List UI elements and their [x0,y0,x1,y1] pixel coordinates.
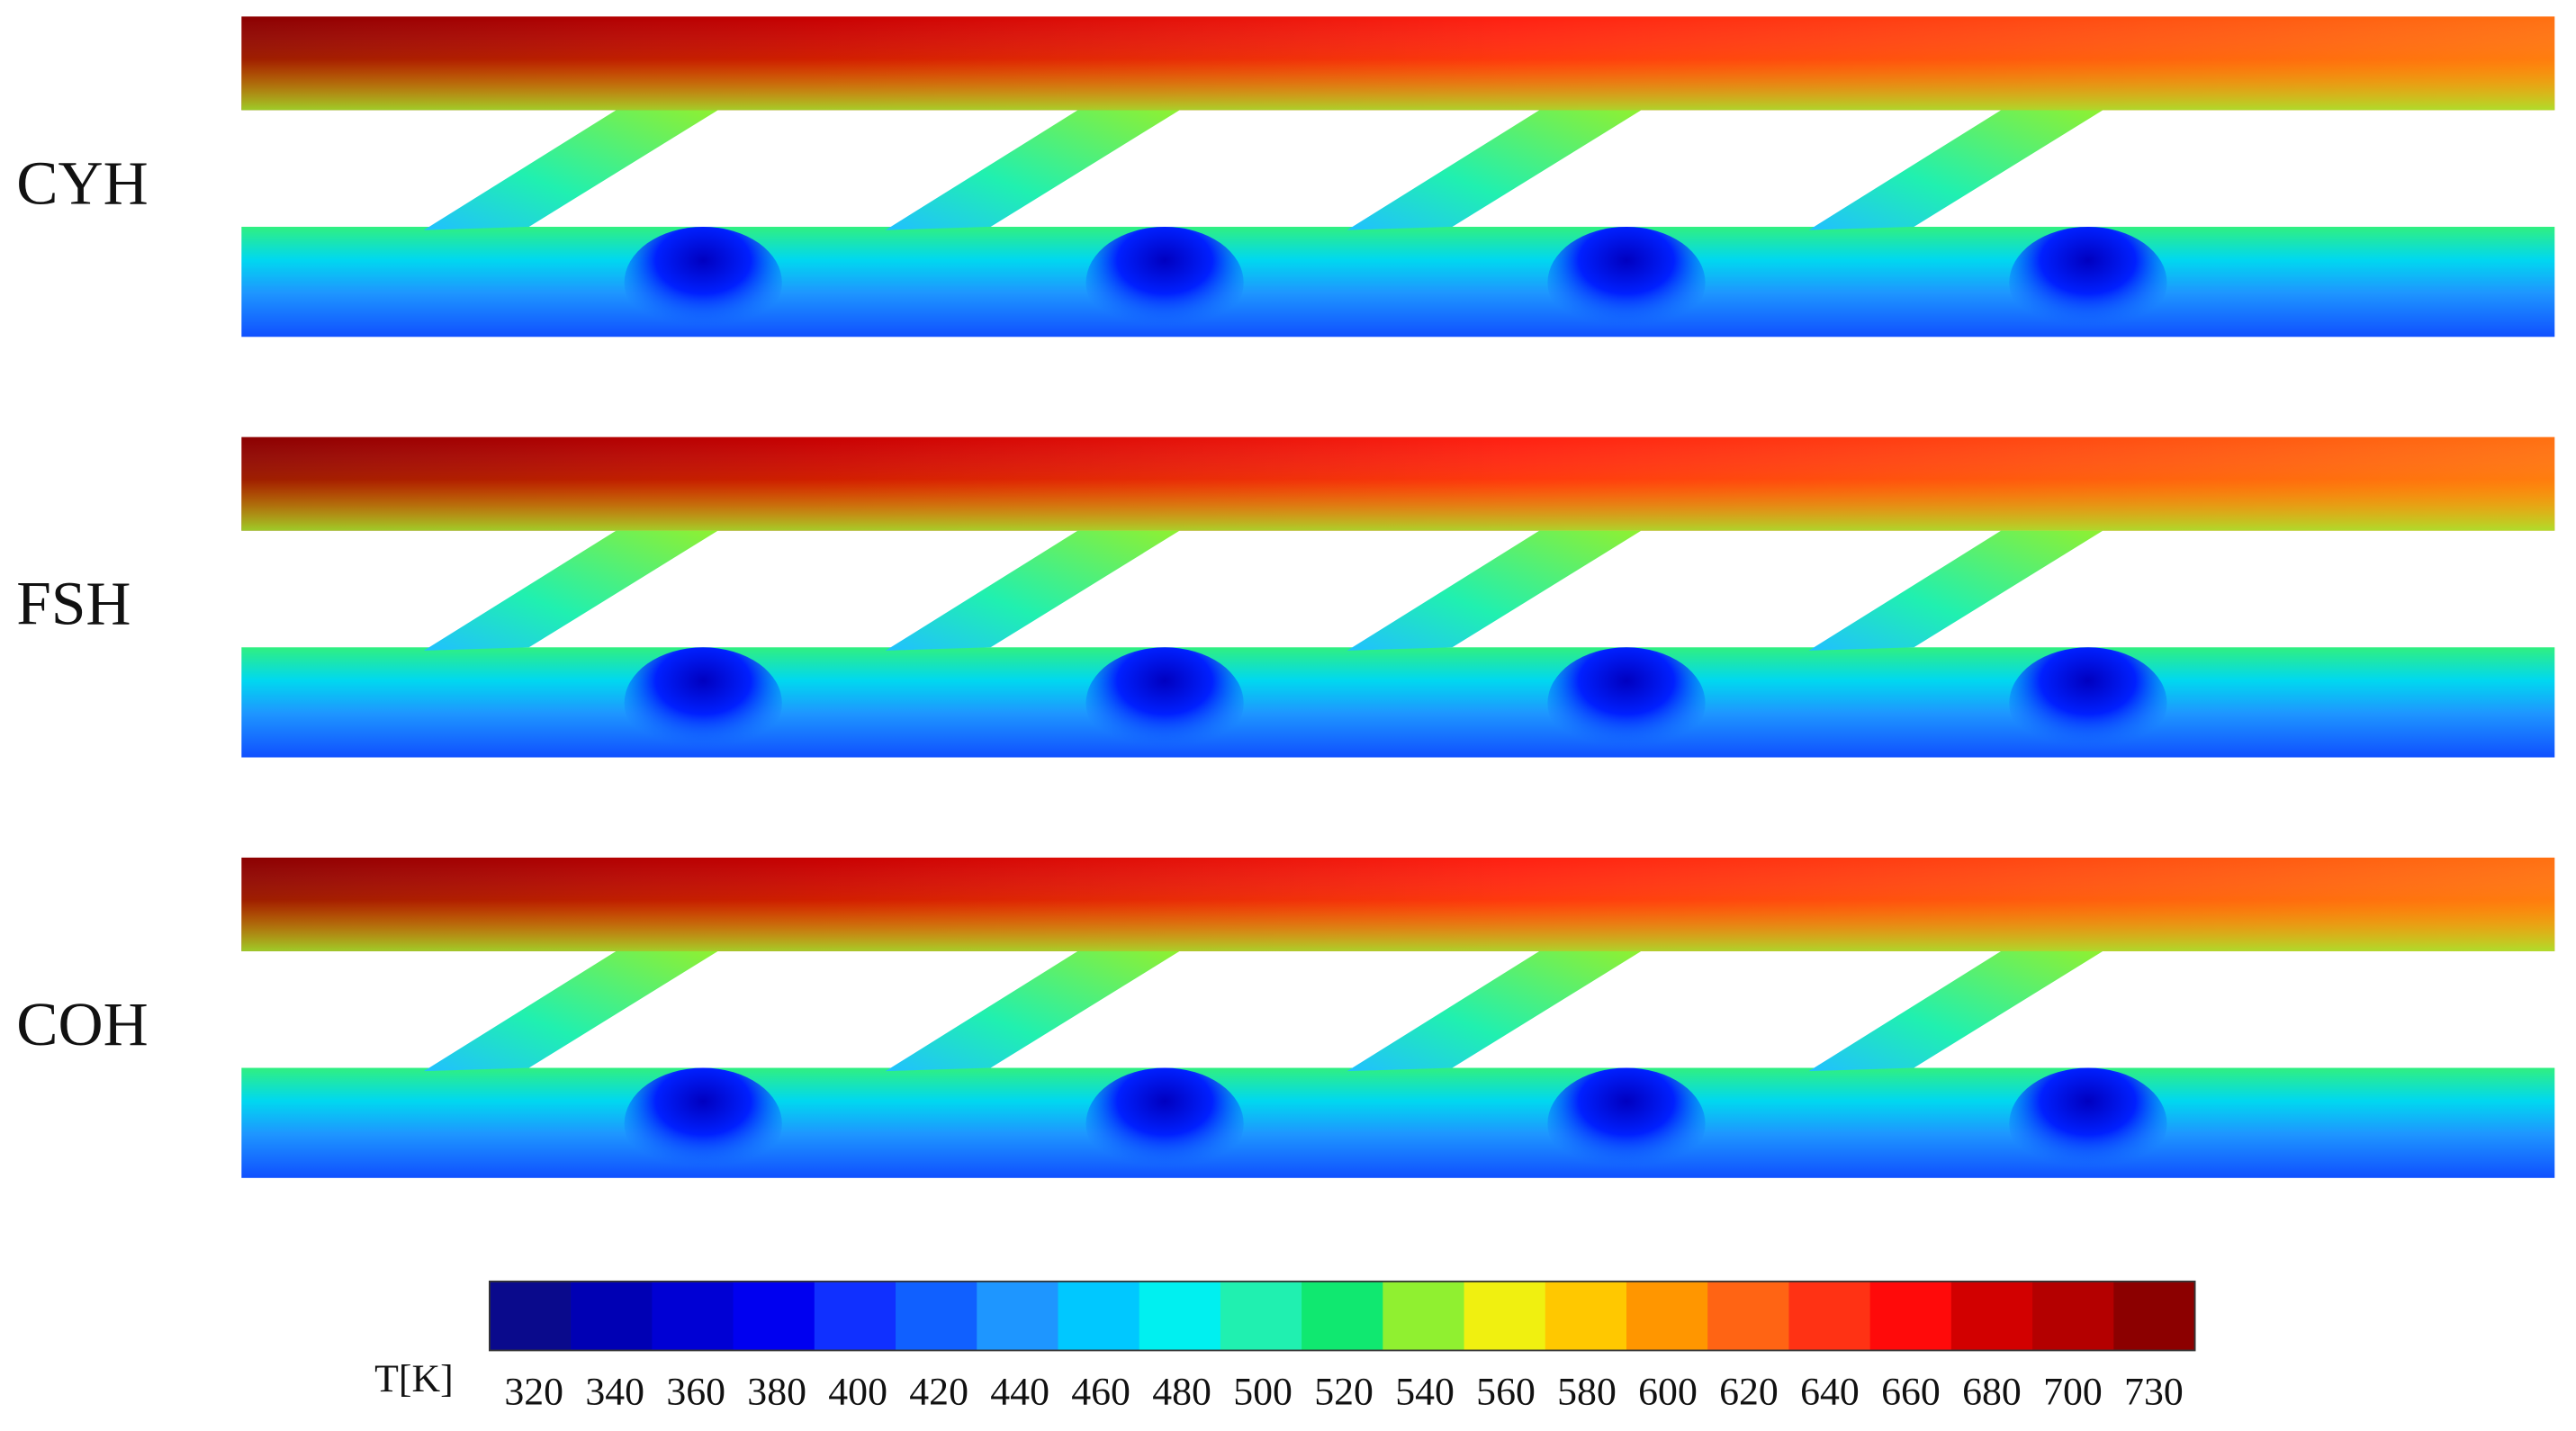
top-channel-shade [241,16,2555,111]
cold-region [1547,647,1706,760]
cold-region [2009,1067,2167,1180]
flow-panel: COH [16,857,2555,1180]
colorbar-cell [733,1281,815,1351]
cold-region [1085,1067,1244,1180]
colorbar-cell [1220,1281,1303,1351]
connector [1347,530,1642,651]
colorbar-tick-label: 320 [504,1371,563,1414]
connector [1808,950,2103,1072]
colorbar-tick-label: 400 [828,1371,887,1414]
colorbar-cell [489,1281,572,1351]
panel-label: COH [16,990,148,1059]
connector [885,530,1180,651]
colorbar-tick-label: 480 [1152,1371,1211,1414]
colorbar-tick-label: 500 [1233,1371,1293,1414]
colorbar-tick-label: 460 [1071,1371,1130,1414]
cold-region [1547,1067,1706,1180]
cold-region [2009,226,2167,339]
cold-region [624,226,782,339]
bottom-channel [241,1067,2555,1178]
flow-panel: CYH [16,16,2555,339]
connector [1347,110,1642,230]
colorbar-tick-label: 560 [1476,1371,1536,1414]
cold-region [2009,647,2167,760]
colorbar-cell [1707,1281,1790,1351]
colorbar-tick-label: 600 [1638,1371,1698,1414]
connector [885,110,1180,230]
top-channel-shade [241,857,2555,951]
cold-region [1547,226,1706,339]
bottom-channel [241,226,2555,338]
colorbar-cell [1950,1281,2034,1351]
colorbar-cell [1058,1281,1140,1351]
panels: CYH FSH COH [16,16,2555,1180]
colorbar-label: T[K] [374,1357,454,1400]
colorbar-cell [2113,1281,2196,1351]
connector [423,950,718,1072]
connector [885,950,1180,1072]
colorbar-tick-label: 360 [666,1371,725,1414]
colorbar-tick-label: 520 [1314,1371,1374,1414]
connector [1347,950,1642,1072]
connector [423,530,718,651]
colorbar-cell [652,1281,734,1351]
colorbar-tick-label: 580 [1557,1371,1617,1414]
colorbar-tick-label: 420 [909,1371,968,1414]
colorbar-tick-label: 620 [1719,1371,1779,1414]
panel-label: FSH [16,570,131,639]
colorbar-cell [977,1281,1059,1351]
colorbar-cell [1383,1281,1465,1351]
colorbar-cell [2032,1281,2115,1351]
colorbar-tick-label: 640 [1800,1371,1860,1414]
colorbar-cell [1869,1281,1952,1351]
colorbar-tick-label: 680 [1962,1371,2022,1414]
colorbar-tick-label: 660 [1881,1371,1941,1414]
colorbar-cell [814,1281,896,1351]
colorbar-cell [1302,1281,1384,1351]
colorbar-tick-label: 700 [2043,1371,2103,1414]
colorbar-tick-label: 380 [747,1371,806,1414]
connector [1808,110,2103,230]
flow-panel: FSH [16,436,2555,760]
colorbar-cell [571,1281,653,1351]
cold-region [1085,647,1244,760]
colorbar: T[K] 320 340 360 380 400 420 440 460 480 500 520 54… [374,1280,2196,1414]
colorbar-cell [1139,1281,1221,1351]
cold-region [624,1067,782,1180]
colorbar-cell [1626,1281,1709,1351]
cold-region [624,647,782,760]
cold-region [1085,226,1244,339]
colorbar-tick-label: 540 [1395,1371,1455,1414]
bottom-channel [241,647,2555,758]
connector [1808,530,2103,651]
panel-label: CYH [16,148,148,218]
connector [423,110,718,230]
colorbar-cell [1545,1281,1627,1351]
colorbar-cell [1464,1281,1546,1351]
colorbar-cell [896,1281,978,1351]
top-channel-shade [241,436,2555,531]
colorbar-tick-label: 440 [990,1371,1049,1414]
colorbar-frame [489,1280,2196,1352]
colorbar-tick-label: 340 [585,1371,644,1414]
colorbar-tick-label: 730 [2124,1371,2184,1414]
colorbar-cell [1788,1281,1871,1351]
